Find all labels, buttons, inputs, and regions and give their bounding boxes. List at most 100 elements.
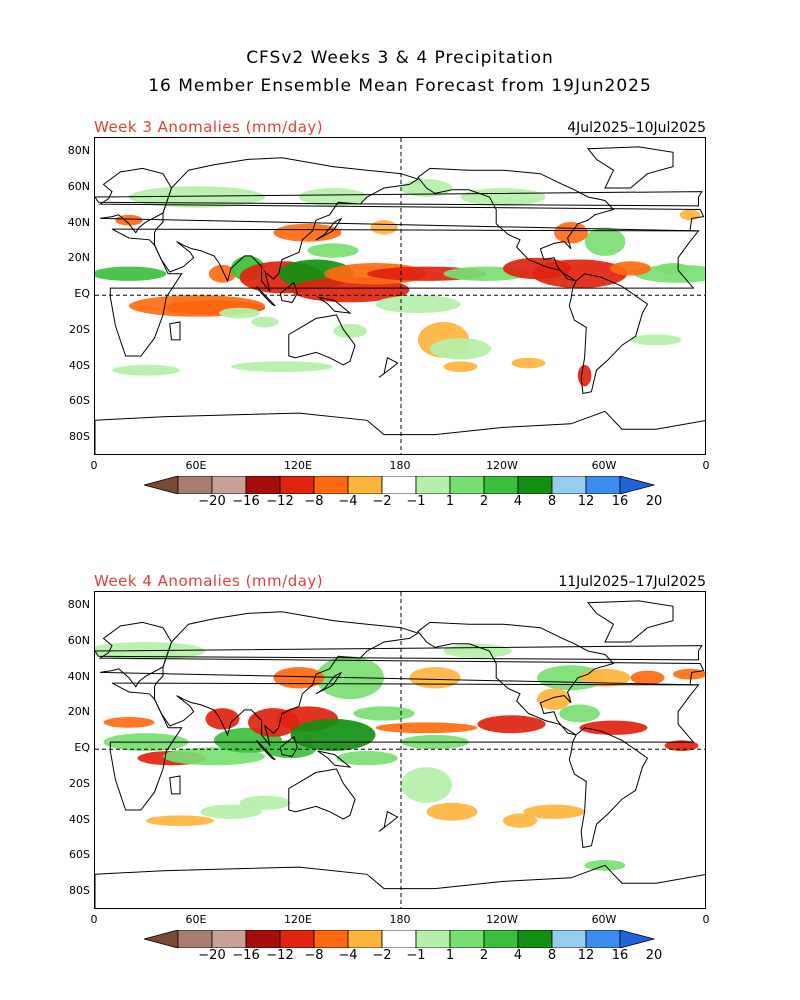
colorbar-swatch <box>415 476 451 494</box>
colorbar-swatch <box>211 476 247 494</box>
precip-anomaly-region <box>219 307 260 319</box>
precip-anomaly-region <box>559 704 600 723</box>
colorbar-tick-label: 12 <box>577 494 595 509</box>
colorbar-min-arrow <box>144 930 179 948</box>
precip-anomaly-region <box>610 261 651 276</box>
uk-coastline <box>95 645 703 661</box>
colorbar-max-arrow <box>619 930 656 948</box>
precip-anomaly-region <box>273 223 342 242</box>
panel2-colorbar <box>144 930 656 948</box>
japan-coastline <box>315 671 342 695</box>
precip-anomaly-region <box>370 220 398 235</box>
colorbar-swatch <box>177 930 213 948</box>
precip-anomaly-region <box>200 804 262 819</box>
panel1-label: Week 3 Anomalies (mm/day) <box>94 118 324 136</box>
lon-tick-label: 120W <box>486 913 518 926</box>
precip-anomaly-region <box>375 722 478 734</box>
africa-coastline <box>109 682 700 811</box>
precip-anomaly-region <box>460 188 546 206</box>
colorbar-tick-label: −2 <box>372 948 392 963</box>
colorbar-tick-label: 4 <box>513 948 523 963</box>
precip-anomaly-region <box>577 364 592 387</box>
precip-anomaly-region <box>333 323 367 339</box>
colorbar-tick-label: 20 <box>645 948 663 963</box>
newguinea-coastline <box>317 296 352 314</box>
colorbar-tick-label: −2 <box>372 494 392 509</box>
colorbar-tick-label: 12 <box>577 948 595 963</box>
colorbar-tick-label: 20 <box>645 494 663 509</box>
colorbar-tick-label: −4 <box>338 494 358 509</box>
precip-anomaly-region <box>251 316 279 328</box>
precip-anomaly-region <box>146 815 214 827</box>
panel1-dates: 4Jul2025–10Jul2025 <box>567 120 706 136</box>
precip-anomaly-region <box>656 263 690 274</box>
precip-anomaly-region <box>503 813 537 828</box>
colorbar-swatch <box>347 476 383 494</box>
colorbar-tick-label: 4 <box>513 494 523 509</box>
colorbar-swatch <box>585 476 621 494</box>
precip-anomaly-region <box>208 264 237 283</box>
lat-tick-label: 20N <box>67 251 90 265</box>
precip-anomaly-region <box>537 688 571 710</box>
lon-tick-label: 60E <box>185 459 207 472</box>
lat-tick-label: 20S <box>69 776 90 790</box>
colorbar-swatch <box>279 930 315 948</box>
colorbar-swatch <box>245 476 281 494</box>
precip-anomaly-region <box>630 670 665 685</box>
precip-anomaly-region <box>511 357 546 369</box>
africa-coastline <box>109 228 700 357</box>
samerica-coastline <box>568 727 649 849</box>
precip-anomaly-region <box>239 795 291 810</box>
lon-tick-label: 60E <box>185 913 207 926</box>
precip-anomaly-region <box>584 227 626 256</box>
australia-coastline <box>288 768 356 820</box>
colorbar-swatch <box>551 476 587 494</box>
japan-coastline <box>315 217 342 241</box>
colorbar-swatch <box>211 930 247 948</box>
colorbar-swatch <box>313 930 349 948</box>
precip-anomaly-region <box>353 706 415 721</box>
lat-tick-label: 80N <box>67 144 90 158</box>
namerica-coastline <box>417 167 615 282</box>
colorbar-tick-label: −8 <box>304 948 324 963</box>
lat-tick-label: 60N <box>67 634 90 648</box>
colorbar-max-arrow <box>619 476 656 494</box>
colorbar-swatch <box>313 476 349 494</box>
lon-tick-label: 0 <box>90 913 98 926</box>
newguinea-coastline <box>317 750 352 768</box>
colorbar-swatch <box>381 476 417 494</box>
colorbar-tick-label: −16 <box>232 494 260 509</box>
precip-anomaly-region <box>443 643 512 659</box>
colorbar-swatch <box>585 930 621 948</box>
lat-tick-label: 20S <box>69 322 90 336</box>
asia-coastline <box>154 157 420 292</box>
colorbar-swatch <box>517 930 553 948</box>
colorbar-swatch <box>449 930 485 948</box>
lon-tick-label: 180 <box>389 913 411 926</box>
colorbar-tick-label: 1 <box>445 494 455 509</box>
europe-coastline <box>98 167 705 234</box>
colorbar-swatch <box>177 476 213 494</box>
chart-title-line1: CFSv2 Weeks 3 & 4 Precipitation <box>246 48 554 68</box>
lat-tick-label: 20N <box>67 705 90 719</box>
europe-coastline <box>98 621 705 688</box>
precip-anomaly-region <box>290 718 376 751</box>
uk-coastline <box>95 191 703 207</box>
colorbar-swatch <box>381 930 417 948</box>
lat-tick-label: 60N <box>67 180 90 194</box>
colorbar-tick-label: 8 <box>547 494 557 509</box>
colorbar-min-arrow <box>144 476 179 494</box>
precip-anomaly-region <box>409 667 461 689</box>
lat-tick-label: 40S <box>69 812 90 826</box>
colorbar-tick-label: 16 <box>611 948 629 963</box>
lat-tick-label: 80S <box>69 884 90 898</box>
lat-tick-label: 40N <box>67 669 90 683</box>
lon-tick-label: 120W <box>486 459 518 472</box>
precip-anomaly-region <box>95 266 167 281</box>
asia-coastline <box>154 611 420 746</box>
colorbar-tick-label: 8 <box>547 948 557 963</box>
map-canvas <box>95 592 705 908</box>
lat-tick-label: EQ <box>74 287 90 301</box>
precip-anomaly-region <box>273 667 325 689</box>
namerica-coastline <box>417 621 615 736</box>
